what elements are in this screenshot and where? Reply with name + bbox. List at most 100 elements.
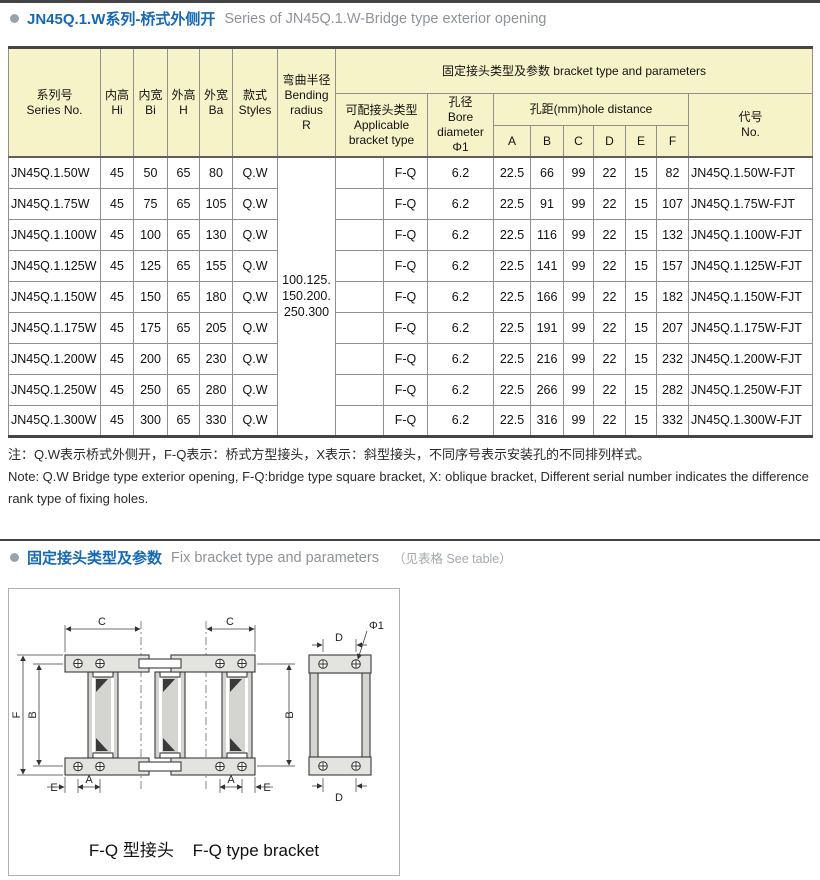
cell-h: 65 (167, 280, 200, 313)
cell-bore: 6.2 (427, 311, 494, 344)
cell-e: 15 (625, 311, 657, 344)
cell-bracket-spacer (335, 187, 384, 220)
cell-d: 22 (593, 280, 626, 313)
cell-a: 22.5 (493, 249, 531, 282)
col-header-bore: 孔径 Bore diameter Φ1 (427, 93, 494, 158)
bottom-bar (64, 757, 256, 776)
chain-link (87, 671, 119, 759)
cell-a: 22.5 (493, 156, 531, 189)
cell-style: Q.W (232, 156, 278, 189)
bending-radius-line: 250.300 (283, 305, 330, 320)
cell-style: Q.W (232, 404, 278, 437)
cell-h: 65 (167, 187, 200, 220)
cell-f: 107 (656, 187, 689, 220)
cell-bracket: F-Q (383, 404, 428, 437)
bracket-technical-drawing: C C F B B E A A E (11, 616, 384, 804)
cell-series: JN45Q.1.300W (8, 404, 101, 437)
cell-c: 99 (563, 187, 594, 220)
cell-a: 22.5 (493, 342, 531, 375)
cell-bracket-spacer (335, 249, 384, 282)
col-header-outer-width: 外宽 Ba (199, 47, 233, 158)
bracket-front-view: C C F B B E A A E (11, 616, 296, 794)
cell-ba: 80 (199, 156, 233, 189)
cell-bi: 100 (133, 218, 168, 251)
cell-e: 15 (625, 156, 657, 189)
cell-c: 99 (563, 156, 594, 189)
col-header-code: 代号 No. (687, 93, 814, 158)
bending-radius-line: 150.200. (282, 289, 331, 304)
diagram-caption-en: F-Q type bracket (192, 841, 320, 860)
group-header-bracket-params: 固定接头类型及参数 bracket type and parameters (334, 47, 814, 94)
col-header-d: D (593, 125, 626, 158)
cell-e: 15 (625, 373, 657, 406)
cell-bracket: F-Q (383, 373, 428, 406)
cell-h: 65 (167, 342, 200, 375)
series-title-zh: JN45Q.1.W系列-桥式外侧开 (27, 11, 216, 28)
cell-series: JN45Q.1.100W (8, 218, 101, 251)
cell-e: 15 (625, 218, 657, 251)
col-header-inner-height: 内高 Hi (100, 47, 134, 158)
cell-style: Q.W (232, 373, 278, 406)
col-header-outer-height: 外高 H (167, 47, 200, 158)
cell-bi: 150 (133, 280, 168, 313)
cell-bracket: F-Q (383, 342, 428, 375)
chain-link (221, 671, 253, 759)
col-header-styles: 款式 Styles (232, 47, 278, 158)
cell-f: 207 (656, 311, 689, 344)
table-row: JN45Q.1.250W 45 250 65 280 Q.W F-Q 6.2 22.5 266 99… (8, 373, 814, 406)
table-row: JN45Q.1.50W 45 50 65 80 Q.W 100.125. 150.200. 25… (8, 156, 814, 437)
cell-bi: 200 (133, 342, 168, 375)
cell-b: 316 (530, 404, 564, 437)
dim-label-a: A (85, 774, 93, 786)
table-body: JN45Q.1.50W 45 50 65 80 Q.W 100.125. 150.200. 25… (8, 156, 814, 437)
cell-b: 216 (530, 342, 564, 375)
cell-style: Q.W (232, 187, 278, 220)
cell-bracket-spacer (335, 218, 384, 251)
cell-bracket-spacer (335, 156, 384, 189)
col-header-inner-width: 内宽 Bi (133, 47, 168, 158)
top-divider (0, 0, 820, 3)
cell-code: JN45Q.1.250W-FJT (687, 373, 814, 406)
chain-link (154, 671, 186, 759)
cell-hi: 45 (100, 218, 134, 251)
table-row: JN45Q.1.150W 45 150 65 180 Q.W F-Q 6.2 22.5 166 99… (8, 280, 814, 313)
bracket-side-view: D D Φ1 (308, 620, 384, 804)
cell-series: JN45Q.1.200W (8, 342, 101, 375)
cell-ba: 155 (199, 249, 233, 282)
cell-bracket-spacer (335, 280, 384, 313)
cell-series: JN45Q.1.75W (8, 187, 101, 220)
cell-e: 15 (625, 187, 657, 220)
cell-ba: 130 (199, 218, 233, 251)
cell-c: 99 (563, 218, 594, 251)
cell-e: 15 (625, 404, 657, 437)
bullet-icon (10, 553, 19, 562)
col-header-b: B (530, 125, 564, 158)
cell-ba: 205 (199, 311, 233, 344)
col-header-e: E (625, 125, 657, 158)
dim-label-phi: Φ1 (369, 620, 384, 632)
cell-d: 22 (593, 404, 626, 437)
cell-hi: 45 (100, 249, 134, 282)
cell-style: Q.W (232, 280, 278, 313)
cell-bi: 175 (133, 311, 168, 344)
col-header-f: F (656, 125, 689, 158)
cell-c: 99 (563, 373, 594, 406)
cell-hi: 45 (100, 311, 134, 344)
dim-label-e: E (50, 782, 57, 794)
col-header-bending-radius: 弯曲半径 Bending radius R (277, 47, 336, 158)
cell-bracket: F-Q (383, 156, 428, 189)
note-zh: 注：Q.W表示桥式外侧开，F-Q表示：桥式方型接头，X表示：斜型接头，不同序号表… (8, 447, 651, 462)
cell-bi: 50 (133, 156, 168, 189)
cell-e: 15 (625, 280, 657, 313)
diagram-caption-zh: F-Q 型接头 (88, 841, 174, 860)
cell-hi: 45 (100, 373, 134, 406)
top-bar (64, 654, 256, 673)
cell-series: JN45Q.1.125W (8, 249, 101, 282)
cell-series: JN45Q.1.150W (8, 280, 101, 313)
cell-bracket-spacer (335, 404, 384, 437)
cell-bracket: F-Q (383, 311, 428, 344)
cell-b: 191 (530, 311, 564, 344)
col-header-bracket-type: 可配接头类型 Applicable bracket type (335, 93, 428, 158)
cell-bracket-spacer (335, 342, 384, 375)
